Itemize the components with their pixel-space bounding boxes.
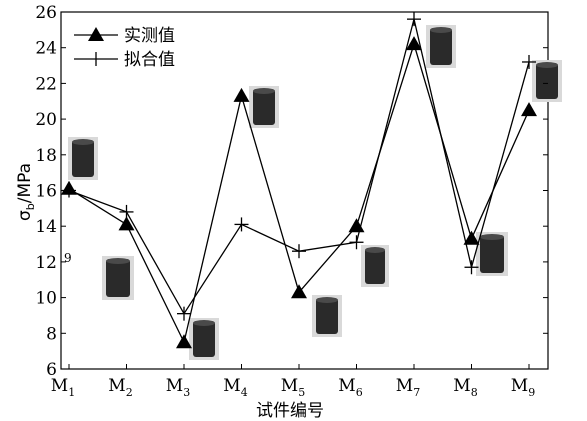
x-tick-sub: 1 bbox=[68, 386, 75, 399]
y-tick-label: 12 bbox=[35, 253, 57, 273]
y-tick-label: 24 bbox=[35, 39, 57, 59]
fitted-point bbox=[177, 306, 191, 321]
y-tick-label: 18 bbox=[35, 146, 57, 166]
specimen-photos bbox=[68, 25, 562, 360]
x-tick-main: M bbox=[338, 376, 355, 396]
x-tick-sub: 7 bbox=[413, 386, 420, 399]
y-axis-ticks: 6 8 10 12 14 16 18 20 22 24 26 bbox=[35, 3, 548, 380]
y-tick-label: 26 bbox=[35, 3, 57, 23]
fitted-point bbox=[119, 204, 134, 219]
x-tick-label: M1 bbox=[51, 376, 75, 399]
y-axis-title: σb/MPa bbox=[15, 163, 37, 221]
specimen-top bbox=[430, 27, 452, 33]
specimen-body bbox=[536, 63, 558, 99]
legend-triangle-marker bbox=[88, 27, 104, 41]
specimen-body bbox=[430, 28, 452, 65]
specimen-top bbox=[480, 234, 504, 240]
x-tick-label: M7 bbox=[396, 376, 420, 399]
specimen-top bbox=[316, 297, 338, 303]
measured-point bbox=[521, 102, 537, 117]
specimen-body bbox=[72, 140, 94, 177]
y-tick-label: 8 bbox=[46, 324, 57, 344]
specimen-body bbox=[480, 235, 504, 273]
specimen-photo-m4 bbox=[249, 86, 279, 128]
specimen-top bbox=[106, 258, 130, 264]
measured-point bbox=[118, 216, 135, 231]
specimen-photo-m9 bbox=[532, 60, 562, 102]
specimen-photo-m1 bbox=[68, 137, 98, 180]
specimen-photo-m8 bbox=[476, 232, 508, 276]
stray-label: 9 bbox=[64, 251, 72, 265]
x-tick-label: M8 bbox=[453, 376, 477, 399]
measured-point bbox=[406, 36, 422, 51]
specimen-photo-m7 bbox=[426, 25, 456, 68]
specimen-body bbox=[365, 248, 385, 284]
measured-point bbox=[463, 230, 480, 245]
x-tick-main: M bbox=[453, 376, 470, 396]
fitted-point bbox=[464, 260, 479, 275]
fitted-point bbox=[234, 217, 249, 232]
measured-point bbox=[176, 334, 192, 349]
x-tick-label: M2 bbox=[108, 376, 132, 399]
x-tick-main: M bbox=[281, 376, 298, 396]
y-axis-unit: /MPa bbox=[15, 163, 35, 203]
y-tick-label: 16 bbox=[35, 182, 57, 202]
x-tick-main: M bbox=[396, 376, 413, 396]
specimen-body bbox=[106, 259, 130, 297]
y-tick-label: 6 bbox=[46, 360, 57, 380]
x-tick-sub: 3 bbox=[183, 386, 190, 399]
specimen-top bbox=[72, 139, 94, 145]
y-tick-label: 10 bbox=[35, 289, 57, 309]
x-tick-sub: 6 bbox=[356, 386, 363, 399]
fitted-point bbox=[349, 235, 364, 250]
x-axis-ticks: M1 M2 M3 M4 M5 M6 M7 M8 M9 bbox=[51, 364, 535, 399]
y-tick-label: 14 bbox=[35, 217, 57, 237]
specimen-photo-m2 bbox=[102, 256, 134, 300]
series-group bbox=[61, 12, 537, 349]
fitted-point bbox=[522, 54, 536, 69]
fitted-point bbox=[62, 183, 76, 198]
y-axis-symbol-sub: b bbox=[24, 203, 37, 210]
legend-item-1: 实测值 bbox=[74, 26, 175, 46]
x-tick-label: M3 bbox=[166, 376, 190, 399]
measured-point bbox=[233, 87, 250, 102]
x-tick-main: M bbox=[51, 376, 68, 396]
x-tick-sub: 9 bbox=[528, 386, 535, 399]
x-tick-sub: 2 bbox=[126, 386, 133, 399]
x-tick-label: M4 bbox=[223, 376, 247, 399]
x-tick-sub: 5 bbox=[298, 386, 305, 399]
specimen-photo-m6 bbox=[361, 245, 389, 287]
x-tick-main: M bbox=[511, 376, 528, 396]
specimen-top bbox=[193, 320, 215, 326]
x-tick-main: M bbox=[108, 376, 125, 396]
specimen-body bbox=[193, 321, 215, 357]
specimen-photo-m5 bbox=[312, 295, 342, 337]
fitted-point bbox=[292, 244, 306, 259]
y-tick-label: 20 bbox=[35, 110, 57, 130]
x-tick-main: M bbox=[223, 376, 240, 396]
x-tick-label: M9 bbox=[511, 376, 535, 399]
x-tick-label: M6 bbox=[338, 376, 362, 399]
legend-item-2: 拟合值 bbox=[74, 50, 175, 70]
legend-label: 拟合值 bbox=[124, 50, 175, 70]
x-tick-sub: 8 bbox=[471, 386, 478, 399]
x-tick-sub: 4 bbox=[241, 386, 248, 399]
specimen-top bbox=[536, 62, 558, 68]
y-tick-label: 22 bbox=[35, 74, 57, 94]
specimen-top bbox=[253, 88, 275, 94]
specimen-top bbox=[365, 247, 385, 253]
x-axis-title: 试件编号 bbox=[256, 401, 324, 421]
legend-label: 实测值 bbox=[124, 26, 175, 46]
specimen-photo-m3 bbox=[189, 318, 219, 360]
measured-point bbox=[291, 284, 307, 299]
specimen-body bbox=[316, 298, 338, 334]
x-tick-main: M bbox=[166, 376, 183, 396]
x-tick-label: M5 bbox=[281, 376, 305, 399]
y-axis-symbol: σ bbox=[15, 210, 35, 221]
specimen-body bbox=[253, 89, 275, 125]
fitted-point bbox=[407, 12, 421, 27]
